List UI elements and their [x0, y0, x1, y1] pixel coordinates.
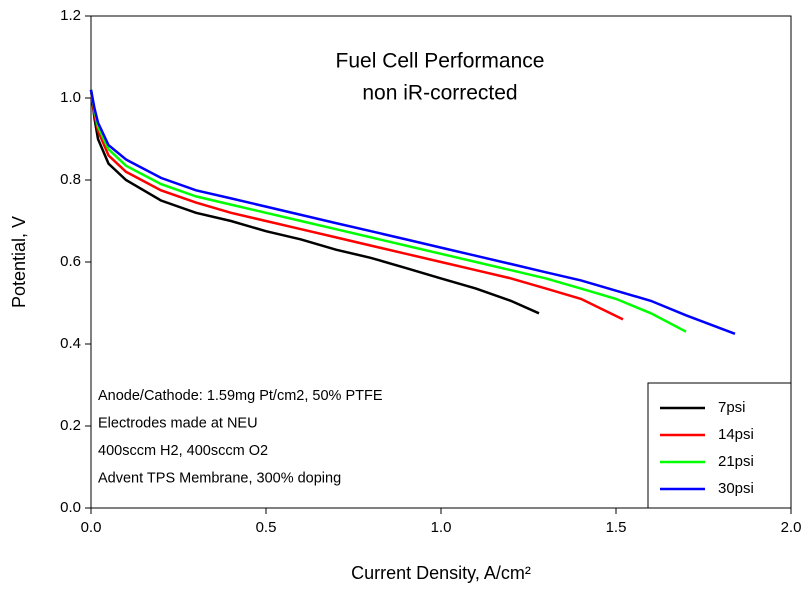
y-tick-label: 0.8: [60, 171, 81, 188]
y-axis-label: Potential, V: [9, 216, 29, 308]
annotation: Advent TPS Membrane, 300% doping: [98, 470, 341, 486]
annotation: Electrodes made at NEU: [98, 415, 258, 431]
x-tick-label: 1.5: [606, 519, 627, 536]
y-tick-label: 1.0: [60, 89, 81, 106]
series-line: [89, 89, 624, 321]
y-tick-label: 0.2: [60, 417, 81, 434]
y-tick-label: 0.4: [60, 335, 81, 352]
series-line: [89, 89, 540, 315]
y-tick-label: 0.0: [60, 499, 81, 516]
legend-label: 7psi: [718, 399, 746, 416]
x-tick-label: 0.0: [81, 519, 102, 536]
series-line: [89, 89, 687, 333]
series-line: [89, 89, 736, 335]
legend-label: 21psi: [718, 453, 754, 470]
y-tick-label: 0.6: [60, 253, 81, 270]
annotation: 400sccm H2, 400sccm O2: [98, 443, 268, 459]
chart-title: Fuel Cell Performance: [336, 50, 545, 73]
annotation: Anode/Cathode: 1.59mg Pt/cm2, 50% PTFE: [98, 388, 383, 404]
legend-label: 30psi: [718, 480, 754, 497]
legend-label: 14psi: [718, 426, 754, 443]
x-tick-label: 0.5: [256, 519, 277, 536]
legend-box: [647, 382, 792, 509]
x-axis-label: Current Density, A/cm²: [351, 563, 531, 583]
x-tick-label: 2.0: [781, 519, 802, 536]
x-tick-label: 1.0: [431, 519, 452, 536]
y-tick-label: 1.2: [60, 7, 81, 24]
chart-subtitle: non iR-corrected: [362, 82, 517, 105]
